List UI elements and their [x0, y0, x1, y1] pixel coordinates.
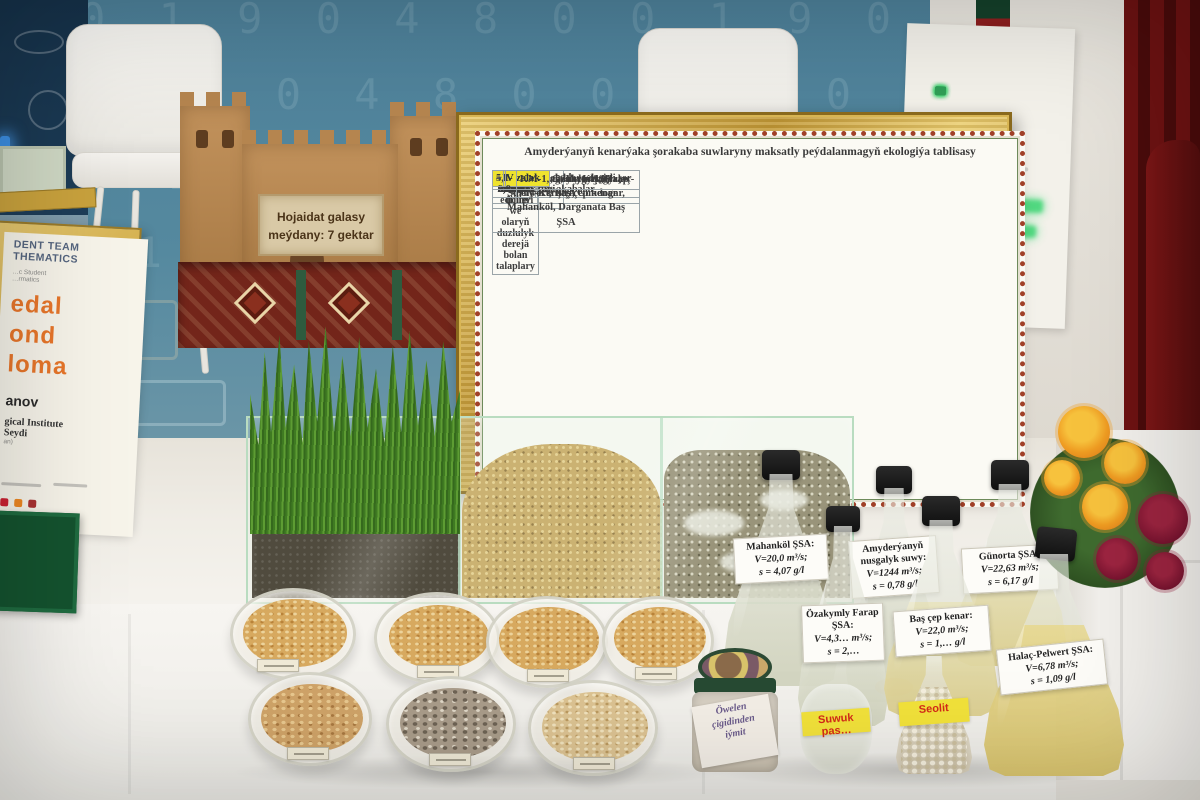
pale-rice-seeds [542, 692, 648, 762]
petri-dish [486, 596, 608, 688]
carpet-pattern-band [178, 262, 470, 348]
castle-battlement [180, 92, 250, 108]
gold-framed-table: Amyderýanyň kenarýaka şorakaba suwlaryny… [456, 112, 1025, 507]
chrysanthemum-flower [1138, 494, 1188, 544]
castle-battlement [242, 130, 398, 146]
salt-patch [684, 510, 744, 536]
rice-seeds [614, 607, 706, 669]
bottle-suwuk: Suwuk pas… [800, 684, 872, 774]
chrysanthemum-flower [1096, 538, 1138, 580]
chrysanthemum-flower [1146, 552, 1184, 590]
dish-label [429, 753, 471, 766]
certificate-award-word: loma [6, 350, 69, 381]
castle-window [222, 130, 234, 148]
person-silhouette [1146, 140, 1200, 478]
petri-dish [248, 672, 372, 766]
castle-tower-right [390, 116, 466, 288]
green-frame [0, 510, 80, 614]
castle-sign-line2: meýdany: 7 gektar [268, 228, 374, 242]
bottle-seolit: Seolit [896, 656, 972, 774]
certificate-award-word: edal [9, 290, 64, 321]
chalk-scribble [14, 30, 64, 54]
signature [53, 482, 88, 488]
castle-window [196, 130, 208, 148]
castle-sign: Hojaidat galasy meýdany: 7 gektar [258, 194, 384, 256]
dish-label [527, 669, 569, 682]
petri-dish [386, 676, 516, 772]
cloth-fold [128, 614, 131, 794]
dish-label [287, 747, 329, 760]
castle-sign-line1: Hojaidat galasy [276, 210, 366, 224]
flask-name: Özakymly Farap ŞSA: [805, 606, 879, 632]
bottle-label: Seolit [898, 697, 970, 727]
marigold-flower [1082, 484, 1128, 530]
signature [1, 482, 42, 488]
petri-dish [374, 592, 500, 684]
castle-window [436, 138, 448, 156]
jar-body: Öwelen çigidinden iýmit [691, 692, 779, 772]
wheat-seeds [261, 684, 363, 752]
bottle-label: Suwuk pas… [801, 707, 871, 738]
marigold-flower [1044, 460, 1080, 496]
certificate-award-word: ond [8, 320, 57, 350]
dish-label [573, 757, 615, 770]
petri-dish [602, 596, 714, 686]
flask-label: Özakymly Farap ŞSA: V=4,3… m³/s; s = 2,… [801, 602, 885, 664]
certificate-name: anov [5, 392, 39, 410]
rice-seeds [499, 607, 599, 673]
carpet-bar [296, 270, 306, 340]
flask-salinity: s = 2,… [827, 645, 860, 658]
carpet-bar [392, 270, 402, 340]
binary-pattern: 0 1 9 0 4 8 0 0 1 9 0 0 4 1 0 9 0 8 1 0 … [80, 0, 940, 43]
dish-label [257, 659, 299, 672]
specimen-jar: Öwelen çigidinden iýmit [691, 648, 780, 774]
flask-label: Baş çep kenar: V=22,0 m³/s; s = 1,… g/l [892, 604, 992, 658]
sandy-gravel-sample [462, 444, 662, 598]
flask-halach: Halaç-Pelwert ŞSA: V=6,78 m³/s; s = 1,09… [984, 525, 1124, 776]
castle-model: Hojaidat galasy meýdany: 7 gektar [172, 86, 472, 348]
certificate-frame: DENT TEAM THEMATICS …c Student …rmatics … [0, 220, 149, 538]
table-title: Amyderýanyň kenarýaka şorakaba suwlaryny… [524, 146, 976, 158]
rice-seeds [389, 605, 489, 669]
rice-seeds [243, 599, 347, 667]
marigold-flower [1104, 442, 1146, 484]
carpet-motif [327, 281, 371, 325]
castle-tower-left [180, 106, 250, 288]
marigold-flower [1058, 406, 1110, 458]
sponsor-logo [0, 498, 9, 507]
petri-dish [230, 588, 356, 680]
tank-divider [660, 418, 663, 599]
sunflower-seeds [400, 688, 506, 758]
outlets-cell: KM-1, Günorta ŞSA [492, 170, 640, 191]
jar-lid-ring [694, 678, 776, 694]
jar-label: Öwelen çigidinden iýmit [691, 693, 779, 769]
certificate-mat: DENT TEAM THEMATICS …c Student …rmatics … [0, 231, 149, 538]
sponsor-logo [14, 498, 23, 508]
floor [1056, 780, 1200, 800]
pedestal-seam [1120, 560, 1123, 800]
carpet-motif [233, 281, 277, 325]
petri-dish [528, 680, 658, 776]
castle-window [410, 138, 422, 156]
castle-battlement [390, 102, 466, 118]
dish-label [635, 667, 677, 680]
flower-arrangement [1030, 398, 1200, 608]
sponsor-logo [28, 499, 37, 508]
